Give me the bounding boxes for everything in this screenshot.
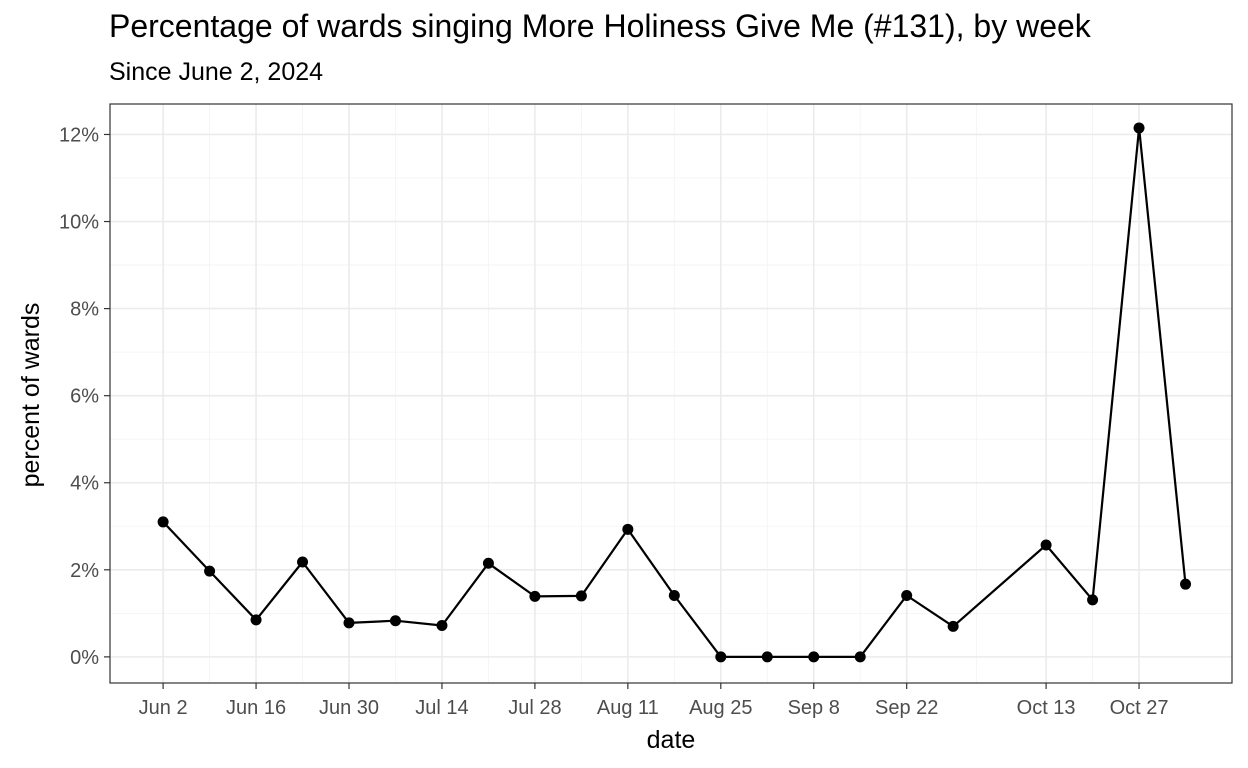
- x-axis-title: date: [647, 726, 696, 754]
- axis-ticks: [104, 133, 1140, 689]
- data-point: [343, 617, 355, 629]
- data-point: [947, 620, 959, 632]
- data-point: [761, 651, 773, 663]
- data-point: [250, 614, 262, 626]
- minor-gridlines: [110, 104, 1232, 683]
- x-tick-label: Aug 11: [597, 697, 659, 719]
- series-line: [162, 126, 1187, 659]
- y-axis-title: percent of wards: [17, 303, 45, 488]
- x-tick-label: Jun 2: [139, 697, 188, 719]
- data-point: [1087, 594, 1099, 606]
- x-tick-label: Aug 25: [689, 697, 752, 719]
- data-point: [901, 589, 913, 601]
- y-tick-label: 6%: [70, 386, 99, 408]
- data-point: [622, 523, 634, 535]
- data-point: [715, 651, 727, 663]
- x-tick-label: Sep 8: [788, 697, 840, 719]
- data-point: [389, 615, 401, 627]
- y-tick-label: 0%: [70, 647, 99, 669]
- series-layer: [157, 122, 1192, 663]
- data-point: [157, 516, 169, 528]
- data-point: [1133, 122, 1145, 134]
- data-point: [1040, 539, 1052, 551]
- data-point: [297, 556, 309, 568]
- y-tick-label: 12%: [59, 124, 99, 146]
- data-point: [668, 589, 680, 601]
- y-tick-label: 2%: [70, 560, 99, 582]
- data-point: [1180, 578, 1192, 590]
- data-point: [854, 651, 866, 663]
- data-point: [529, 590, 541, 602]
- chart-title: Percentage of wards singing More Holines…: [109, 8, 1091, 44]
- data-point: [436, 620, 448, 632]
- x-tick-label: Jul 14: [415, 697, 468, 719]
- x-tick-label: Jun 30: [319, 697, 379, 719]
- data-point: [808, 651, 820, 663]
- data-point: [482, 557, 494, 569]
- plot-panel-border: [109, 103, 1233, 684]
- x-tick-label: Jun 16: [226, 697, 286, 719]
- data-point: [575, 590, 587, 602]
- y-tick-label: 8%: [70, 299, 99, 321]
- data-point: [204, 565, 216, 577]
- x-tick-label: Oct 13: [1017, 697, 1076, 719]
- x-tick-label: Oct 27: [1110, 697, 1169, 719]
- x-axis-tick-labels: Jun 2 Jun 16 Jun 30 Jul 14 Jul 28 Aug 11 Aug 2…: [139, 697, 1169, 719]
- x-tick-label: Sep 22: [875, 697, 938, 719]
- y-axis-tick-labels: 0% 2% 4% 6% 8% 10% 12%: [59, 124, 99, 668]
- y-tick-label: 4%: [70, 473, 99, 495]
- chart-subtitle: Since June 2, 2024: [109, 58, 324, 86]
- x-tick-label: Jul 28: [508, 697, 561, 719]
- y-tick-label: 10%: [59, 212, 99, 234]
